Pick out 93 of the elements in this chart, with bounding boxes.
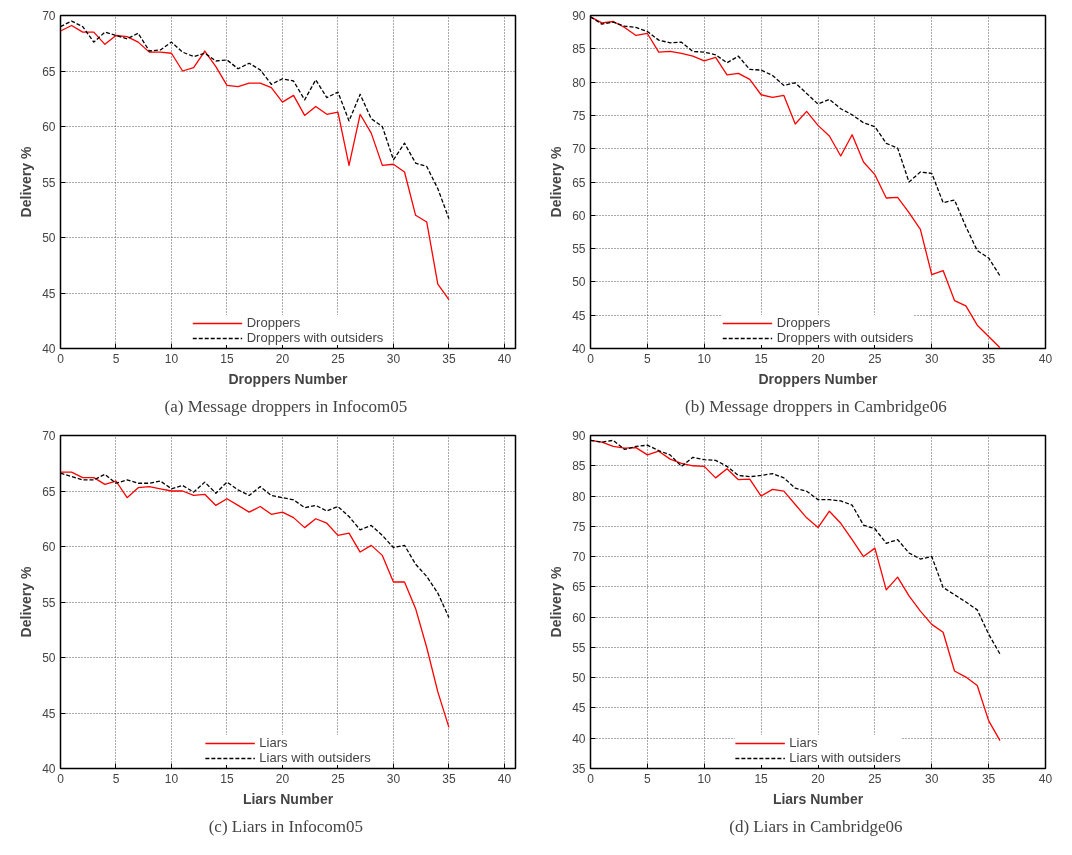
x-axis-title: Droppers Number	[758, 370, 879, 387]
x-tick-label: 10	[164, 771, 179, 786]
x-tick-label: 15	[754, 351, 769, 366]
x-axis-title: Liars Number	[242, 790, 334, 807]
x-tick-label: 30	[386, 771, 401, 786]
x-tick-label: 15	[220, 771, 234, 786]
x-tick-label: 25	[868, 351, 882, 366]
y-tick-label: 75	[572, 519, 586, 534]
x-tick-label: 30	[925, 771, 939, 786]
x-tick-label: 5	[112, 351, 120, 366]
x-tick-label: 40	[497, 351, 512, 366]
y-tick-label: 90	[572, 429, 586, 443]
x-tick-label: 20	[811, 771, 825, 786]
y-tick-label: 45	[42, 286, 56, 301]
y-tick-label: 60	[42, 120, 56, 134]
y-tick-label: 50	[42, 651, 56, 665]
x-tick-label: 20	[275, 771, 290, 786]
y-tick-label: 40	[42, 762, 56, 776]
y-tick-label: 55	[42, 595, 56, 610]
y-tick-label: 65	[572, 175, 586, 190]
x-tick-label: 5	[644, 771, 652, 786]
y-tick-label: 45	[572, 701, 586, 716]
x-tick-label: 30	[925, 351, 939, 366]
y-axis-title: Delivery %	[18, 566, 35, 638]
y-tick-label: 65	[42, 484, 56, 499]
text: (a) Message droppers in Infocom05	[164, 396, 408, 416]
y-tick-label: 50	[572, 275, 586, 290]
x-axis-title: Liars Number	[772, 790, 864, 807]
x-tick-label: 25	[331, 351, 345, 366]
x-tick-label: 5	[112, 771, 120, 786]
y-tick-label: 60	[572, 610, 586, 625]
x-tick-label: 40	[1038, 351, 1053, 366]
x-tick-label: 10	[164, 351, 179, 366]
x-tick-label: 35	[442, 351, 456, 366]
text: (b) Message droppers in Cambridge06	[685, 396, 947, 416]
y-tick-label: 40	[42, 342, 56, 356]
x-tick-label: 40	[1038, 771, 1053, 786]
legend-label: Liars with outsiders	[259, 750, 371, 765]
y-tick-label: 50	[572, 671, 586, 686]
x-tick-label: 0	[587, 771, 595, 786]
y-tick-label: 40	[572, 731, 586, 746]
x-tick-label: 10	[697, 351, 712, 366]
y-tick-label: 80	[572, 489, 586, 504]
text: (c) Liars in Infocom05	[208, 816, 364, 836]
text: (d) Liars in Cambridge06	[729, 816, 903, 836]
x-tick-label: 15	[754, 771, 769, 786]
legend-label: Droppers	[246, 315, 301, 330]
y-tick-label: 90	[572, 9, 586, 23]
y-axis-title: Delivery %	[548, 146, 565, 218]
x-tick-label: 0	[57, 351, 65, 366]
x-tick-label: 10	[697, 771, 712, 786]
y-tick-label: 70	[42, 9, 56, 23]
legend-label: Liars	[259, 735, 288, 750]
y-tick-label: 40	[572, 342, 586, 356]
legend-label: Liars	[789, 735, 818, 750]
y-tick-label: 50	[42, 231, 56, 245]
x-tick-label: 35	[981, 351, 996, 366]
x-tick-label: 25	[331, 771, 345, 786]
y-tick-label: 45	[572, 308, 586, 323]
x-tick-label: 15	[220, 351, 234, 366]
x-tick-label: 25	[868, 771, 882, 786]
x-tick-label: 5	[644, 351, 652, 366]
y-tick-label: 80	[572, 75, 586, 90]
y-tick-label: 60	[572, 208, 586, 223]
y-tick-label: 60	[42, 540, 56, 554]
y-tick-label: 70	[572, 550, 586, 565]
legend-label: Droppers with outsiders	[776, 330, 914, 345]
y-tick-label: 70	[572, 142, 586, 157]
y-tick-label: 35	[572, 762, 586, 776]
x-axis-title: Droppers Number	[228, 370, 349, 387]
y-tick-label: 65	[42, 64, 56, 79]
y-axis-title: Delivery %	[18, 146, 35, 218]
x-tick-label: 20	[275, 351, 290, 366]
y-tick-label: 85	[572, 42, 586, 57]
y-tick-label: 75	[572, 108, 586, 123]
x-tick-label: 30	[386, 351, 401, 366]
y-tick-label: 65	[572, 580, 586, 595]
x-tick-label: 40	[497, 771, 512, 786]
y-tick-label: 85	[572, 459, 586, 474]
y-tick-label: 55	[42, 175, 56, 190]
x-tick-label: 20	[811, 351, 825, 366]
x-tick-label: 0	[587, 351, 595, 366]
x-tick-label: 0	[57, 771, 65, 786]
x-tick-label: 35	[442, 771, 456, 786]
x-tick-label: 35	[981, 771, 996, 786]
y-tick-label: 45	[42, 706, 56, 721]
legend-label: Droppers	[776, 315, 831, 330]
y-tick-label: 70	[42, 429, 56, 443]
legend-label: Droppers with outsiders	[246, 330, 384, 345]
y-tick-label: 55	[572, 242, 586, 257]
y-tick-label: 55	[572, 640, 586, 655]
y-axis-title: Delivery %	[548, 566, 565, 638]
legend-label: Liars with outsiders	[789, 750, 901, 765]
